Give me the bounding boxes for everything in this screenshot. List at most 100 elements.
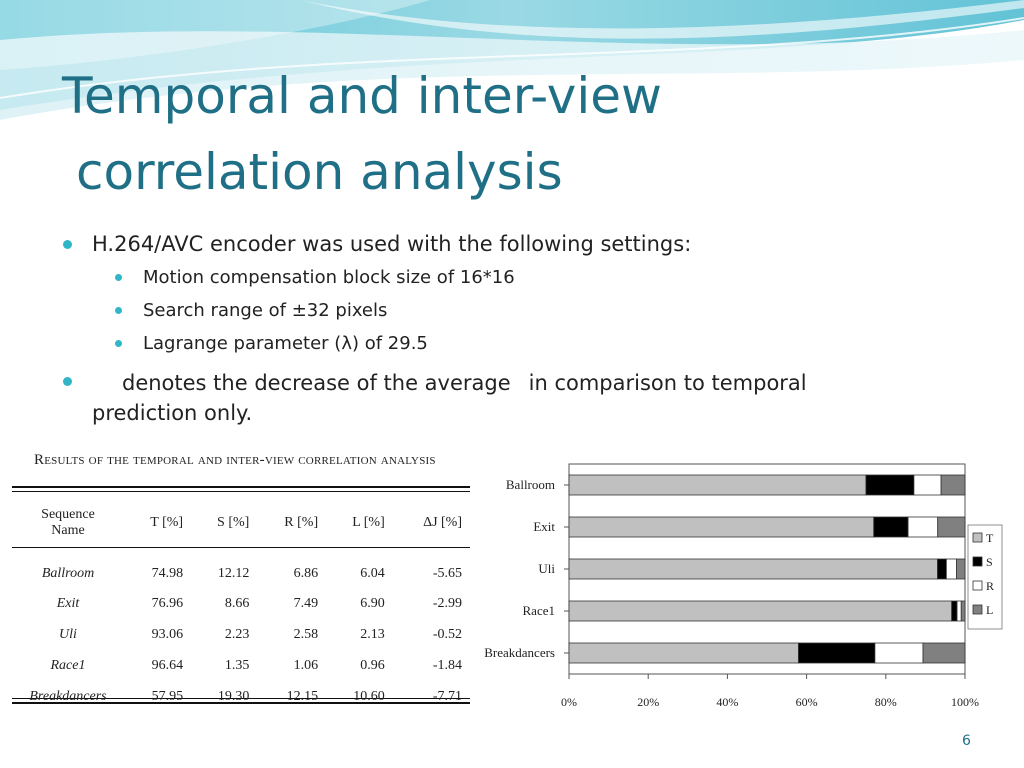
table-row: Breakdancers 57.95 19.30 12.15 10.60 -7.… [12,681,470,712]
bar-s-breakdancers [798,642,876,664]
table-header-row: Sequence Name T [%] S [%] R [%] L [%] ΔJ… [12,496,470,550]
category-label: Exit [533,519,555,534]
legend-swatch [972,580,983,591]
table-top-rule-thin [12,491,470,492]
table-header-rule [12,547,470,548]
bar-l-exit [937,516,966,538]
x-tick-label: 40% [716,695,738,709]
cell: Uli [59,626,77,642]
bar-r-uli [945,558,957,580]
bar-l-ballroom [940,474,966,496]
results-table: Sequence Name T [%] S [%] R [%] L [%] ΔJ… [12,496,470,712]
cell: Race1 [50,657,86,673]
cell: -5.65 [432,566,462,581]
swoosh-white [0,0,430,70]
cell: 7.49 [293,595,319,611]
table-top-rule [12,486,470,488]
subbullet-text: Motion compensation block size of 16*16 [143,267,515,288]
legend-swatch [972,532,983,543]
cell: -7.71 [432,688,462,704]
bullet-dot-icon [115,307,122,314]
cell: -0.52 [432,626,462,642]
title-line-2: correlation analysis [76,143,563,201]
table-row: Uli 93.06 2.23 2.58 2.13 -0.52 [12,619,470,650]
subbullet-text: Lagrange parameter (λ) of 29.5 [143,333,428,354]
cell: 57.95 [151,688,184,704]
legend-label: L [986,603,993,617]
x-tick-label: 60% [796,695,818,709]
category-label: Race1 [523,603,555,618]
bullet-dot-icon [115,274,122,281]
category-label: Breakdancers [484,645,555,660]
col-s: S [%] [217,515,250,530]
slide-title: Temporal and inter-view correlation anal… [62,58,662,210]
subbullet-text: Search range of ±32 pixels [143,300,388,321]
bullet-encoder-text: H.264/AVC encoder was used with the foll… [92,232,692,256]
bullet-dot-icon [63,377,72,386]
subbullet-lagrange: Lagrange parameter (λ) of 29.5 [115,333,428,354]
cell: 2.23 [224,626,250,642]
legend-swatch [972,604,983,615]
cell: -2.99 [432,595,462,611]
bar-r-race1 [956,600,962,622]
cell: Exit [56,595,80,611]
cell: 0.96 [360,657,385,673]
bullet-delta-text-3: prediction only. [92,401,253,425]
bar-t-exit [568,516,875,538]
bar-l-breakdancers [922,642,966,664]
cell: Breakdancers [29,688,107,704]
cell: 1.35 [224,657,250,673]
subbullet-block-size: Motion compensation block size of 16*16 [115,267,515,288]
cell: 1.06 [293,657,319,673]
cell: 2.58 [293,626,319,642]
table-caption: Results of the temporal and inter-view c… [34,452,436,468]
bar-t-race1 [568,600,953,622]
bullet-delta-text-2: in comparison to temporal [528,371,807,395]
cell: 6.90 [360,595,385,611]
table-bottom-rule [12,698,470,699]
swoosh-mid [0,30,1024,120]
bar-s-exit [873,516,909,538]
x-tick-label: 100% [951,695,979,709]
bar-t-uli [568,558,938,580]
cell: 12.15 [286,688,319,704]
table-bottom-rule-thick [12,702,470,704]
cell: 12.12 [217,566,250,581]
cell: -1.84 [432,657,462,673]
cell: 19.30 [217,688,250,704]
table-row: Race1 96.64 1.35 1.06 0.96 -1.84 [12,650,470,681]
subbullet-search-range: Search range of ±32 pixels [115,300,388,321]
legend-label: T [986,531,994,545]
cell: 76.96 [151,595,184,611]
cell: Ballroom [41,566,95,581]
col-sequence-name: Sequence Name [41,507,95,538]
bar-t-breakdancers [568,642,799,664]
cell: 10.60 [353,688,385,704]
stacked-bar-chart: Ballroom Exit Uli Race1 Breakdancers 0% 20% 40%… [474,456,1014,718]
table-row: Exit 76.96 8.66 7.49 6.90 -2.99 [12,588,470,619]
swoosh-light [300,0,1024,39]
cell: 6.86 [293,566,319,581]
col-r: R [%] [284,515,319,530]
category-label: Ballroom [506,477,555,492]
cell: 96.64 [151,657,184,673]
col-t: T [%] [150,515,184,530]
col-l: L [%] [352,515,385,530]
cell: 74.98 [151,566,184,581]
col-delta-j: ΔJ [%] [423,515,462,530]
legend-swatch [972,556,983,567]
swoosh-line [0,17,1024,99]
x-tick-label: 20% [637,695,659,709]
legend-label: S [986,555,993,569]
bullet-delta-text-1: denotes the decrease of the average [122,371,511,395]
cell: 93.06 [151,626,184,642]
x-tick-label: 0% [561,695,577,709]
bullet-dot-icon [115,340,122,347]
bar-l-race1 [960,600,966,622]
title-line-1: Temporal and inter-view [62,67,662,125]
bar-r-breakdancers [874,642,924,664]
bullet-dot-icon [63,240,72,249]
bar-s-uli [937,558,947,580]
cell: 6.04 [360,566,385,581]
cell: 2.13 [360,626,385,642]
